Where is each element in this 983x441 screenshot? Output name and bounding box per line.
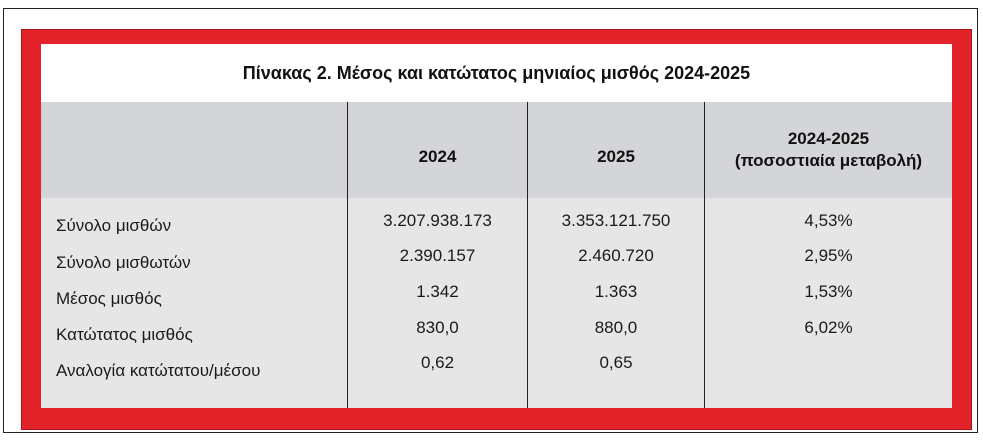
- header-label: [41, 102, 347, 198]
- cell-2025: 2.460.720: [578, 246, 654, 265]
- header-change: 2024-2025 (ποσοστιαία μεταβολή): [705, 102, 952, 198]
- cell-change: [705, 351, 952, 375]
- red-frame: Πίνακας 2. Μέσος και κατώτατος μηνιαίος …: [21, 29, 972, 430]
- header-2025: 2025: [528, 102, 704, 198]
- header-change-line2: (ποσοστιαία μεταβολή): [734, 151, 923, 170]
- cell-2024: 830,0: [416, 318, 459, 337]
- cell-change: 2,95%: [804, 246, 853, 265]
- label-body: Σύνολο μισθών Σύνολο μισθωτών Μέσος μισθ…: [41, 198, 347, 408]
- column-change: 2024-2025 (ποσοστιαία μεταβολή) 4,53% 2,…: [704, 102, 952, 408]
- cell-change: 1,53%: [804, 282, 853, 301]
- row-label: Αναλογία κατώτατου/μέσου: [56, 361, 261, 380]
- body-2025: 3.353.121.750 2.460.720 1.363 880,0 0,65: [528, 198, 704, 408]
- row-label: Σύνολο μισθών: [56, 216, 172, 235]
- cell-2024: 2.390.157: [399, 246, 476, 265]
- header-2024: 2024: [348, 102, 527, 198]
- data-table: Σύνολο μισθών Σύνολο μισθωτών Μέσος μισθ…: [41, 102, 952, 408]
- cell-2025: 880,0: [594, 318, 638, 337]
- cell-2024: 3.207.938.173: [383, 211, 492, 230]
- cell-change: 4,53%: [804, 211, 853, 230]
- cell-2024: 0,62: [420, 353, 455, 372]
- body-change: 4,53% 2,95% 1,53% 6,02%: [705, 198, 952, 408]
- cell-2024: 1.342: [416, 282, 459, 301]
- column-2024: 2024 3.207.938.173 2.390.157 1.342 830,0…: [347, 102, 527, 408]
- cell-2025: 0,65: [599, 353, 633, 372]
- header-change-line1: 2024-2025: [787, 129, 870, 148]
- table-title: Πίνακας 2. Μέσος και κατώτατος μηνιαίος …: [41, 44, 952, 102]
- cell-2025: 1.363: [594, 282, 638, 301]
- table-panel: Πίνακας 2. Μέσος και κατώτατος μηνιαίος …: [41, 44, 952, 408]
- column-labels: Σύνολο μισθών Σύνολο μισθωτών Μέσος μισθ…: [41, 102, 347, 408]
- row-label: Μέσος μισθός: [56, 289, 162, 308]
- column-2025: 2025 3.353.121.750 2.460.720 1.363 880,0…: [527, 102, 704, 408]
- row-label: Κατώτατος μισθός: [56, 325, 193, 344]
- row-label: Σύνολο μισθωτών: [56, 253, 191, 272]
- cell-2025: 3.353.121.750: [561, 211, 671, 230]
- body-2024: 3.207.938.173 2.390.157 1.342 830,0 0,62: [348, 198, 527, 408]
- outer-border: Πίνακας 2. Μέσος και κατώτατος μηνιαίος …: [3, 8, 978, 433]
- cell-change: 6,02%: [804, 318, 853, 337]
